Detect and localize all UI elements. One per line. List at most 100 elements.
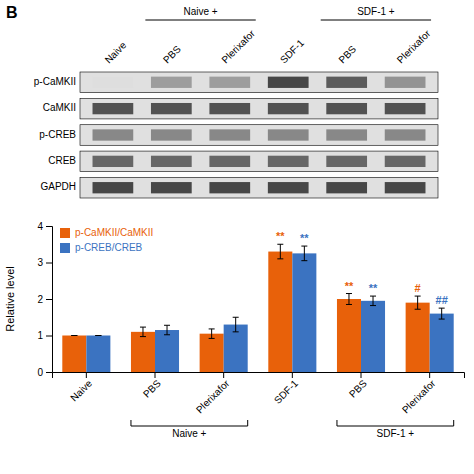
blot-row <box>93 156 426 167</box>
blot-panel: BNaivePBSPlerixaforSDF-1PBSPlerixaforNai… <box>6 4 438 198</box>
x-tick-mark <box>429 372 430 378</box>
error-stem <box>167 325 168 334</box>
error-stem <box>417 296 418 309</box>
error-cap <box>346 293 352 294</box>
error-bar <box>277 244 283 259</box>
bar <box>224 325 248 372</box>
bar <box>292 253 316 372</box>
error-bar <box>233 317 239 332</box>
blot-band <box>93 182 134 193</box>
x-group-label: Naive + <box>172 428 206 439</box>
y-tick: 3 <box>37 257 52 268</box>
error-bar <box>71 335 77 336</box>
x-tick-mark <box>86 372 87 378</box>
significance: ** <box>369 282 378 294</box>
blot-band <box>93 156 134 167</box>
error-cap <box>370 296 376 297</box>
x-tick-mark <box>155 372 156 378</box>
row-label: p-CREB <box>39 129 76 140</box>
x-group-bracket <box>337 420 454 426</box>
blot-band <box>209 129 250 140</box>
error-bar <box>95 335 101 336</box>
bar <box>131 332 155 372</box>
error-bar <box>164 325 170 334</box>
x-tick: PBS <box>347 372 369 400</box>
panel-label: B <box>6 4 18 21</box>
error-bar <box>301 246 307 261</box>
blot-strip <box>80 98 438 119</box>
bar <box>337 299 361 372</box>
error-bars <box>95 246 444 335</box>
error-cap <box>209 338 215 339</box>
x-tick: Naive <box>68 372 94 404</box>
error-cap <box>140 327 146 328</box>
blot-strip <box>80 151 438 172</box>
bar <box>86 336 110 373</box>
blot-band <box>385 182 426 193</box>
row-label: CREB <box>48 155 76 166</box>
bar <box>430 314 454 372</box>
bar <box>200 334 224 372</box>
blot-row <box>93 103 426 114</box>
lane-label: PBS <box>161 43 183 65</box>
error-stem <box>280 244 281 259</box>
group-bracket <box>321 20 431 21</box>
bracket-line <box>131 420 248 426</box>
legend-label: p-CREB/CREB <box>75 242 143 253</box>
y-tick-label: 3 <box>37 257 43 268</box>
lane-label: Plerixafor <box>395 27 433 65</box>
x-group-label: SDF-1 + <box>377 428 415 439</box>
row-label: CaMKII <box>43 102 76 113</box>
blot-band <box>151 156 192 167</box>
row-label: p-CaMKII <box>34 76 76 87</box>
group-bracket <box>145 20 255 21</box>
error-cap <box>277 244 283 245</box>
y-tick: 0 <box>37 367 52 378</box>
x-tick-label: Naive <box>68 377 94 403</box>
bar-series <box>86 253 453 372</box>
legend-swatch <box>60 243 70 253</box>
blot-row <box>93 77 426 88</box>
lane-label: SDF-1 <box>278 37 307 66</box>
blot-band <box>326 156 367 167</box>
bar <box>268 252 292 372</box>
error-cap <box>233 317 239 318</box>
bracket-line <box>337 420 454 426</box>
y-tick-label: 0 <box>37 367 43 378</box>
blot-band <box>151 77 192 88</box>
error-cap <box>209 328 215 329</box>
error-cap <box>277 258 283 259</box>
figure: B Naive PBS Plerixafor SDF-1 PBS Plerixafor Nai… <box>0 0 474 474</box>
error-bar <box>415 296 421 309</box>
blot-band <box>268 156 309 167</box>
blot-band <box>326 182 367 193</box>
x-tick-label: PBS <box>347 377 369 399</box>
group-label: SDF-1 + <box>357 6 395 17</box>
y-tick-mark <box>46 263 52 264</box>
significance: ** <box>300 232 309 244</box>
blot-band <box>268 129 309 140</box>
x-axis: NaivePBSPlerixaforSDF-1PBSPlerixafor <box>53 372 465 415</box>
lane-label: PBS <box>336 43 358 65</box>
error-cap <box>415 296 421 297</box>
error-bar <box>209 329 215 338</box>
blot-band <box>209 103 250 114</box>
bar <box>406 303 430 372</box>
x-tick: Plerixafor <box>400 372 438 415</box>
x-tick: PBS <box>141 372 163 400</box>
blot-band <box>151 103 192 114</box>
blot-band <box>209 156 250 167</box>
error-bar <box>439 308 445 319</box>
significance-markers: ****#****## <box>276 230 448 306</box>
x-tick-label: PBS <box>141 377 163 399</box>
x-tick-mark <box>292 372 293 378</box>
x-tick: SDF-1 <box>272 372 301 406</box>
error-cap <box>346 304 352 305</box>
blot-band <box>326 103 367 114</box>
y-tick-label: 4 <box>37 221 43 232</box>
error-cap <box>71 335 77 336</box>
bar-series <box>62 252 429 372</box>
blot-band <box>326 77 367 88</box>
lane-label: Plerixafor <box>219 27 257 65</box>
y-tick-label: 1 <box>37 330 43 341</box>
